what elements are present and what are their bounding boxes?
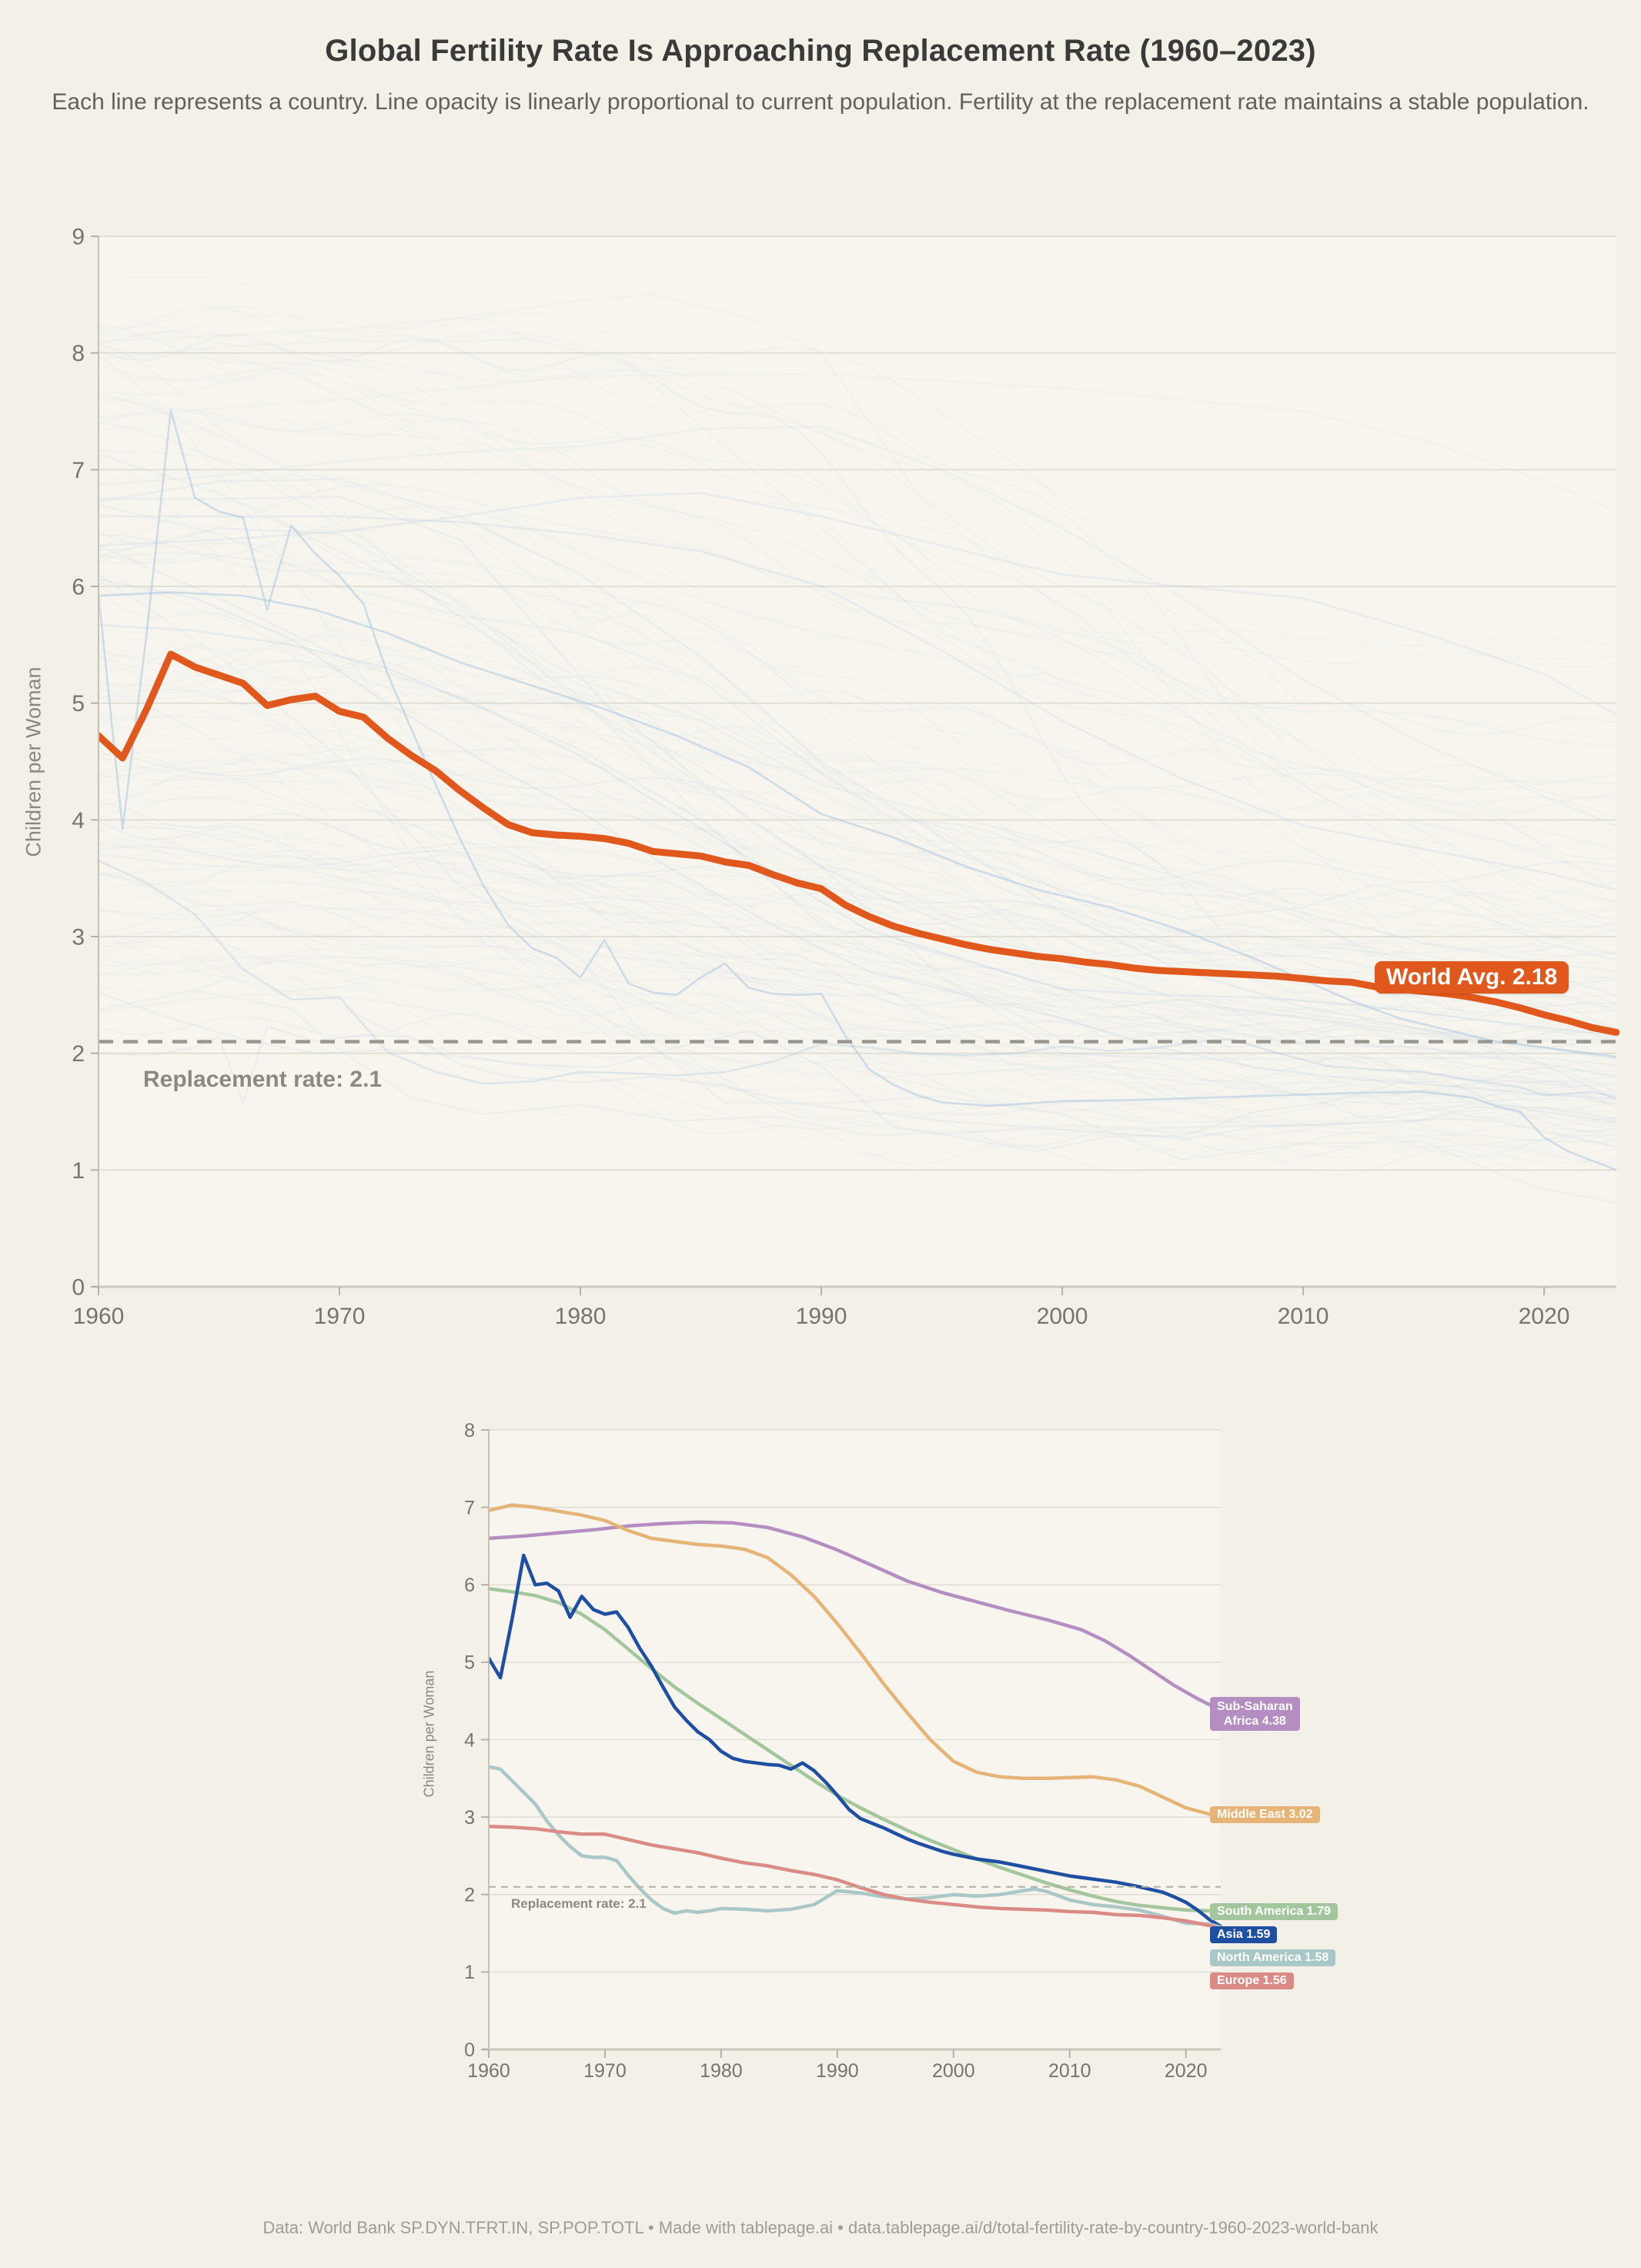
x-tick-label: 1990 xyxy=(816,2060,859,2082)
world-average-line xyxy=(99,650,1619,1036)
plot-area xyxy=(99,236,1616,1287)
y-tick-label: 0 xyxy=(464,2039,475,2061)
x-tick-label: 2010 xyxy=(1278,1304,1329,1329)
region-badge-south-america: South America 1.79 xyxy=(1210,1903,1338,1920)
y-tick-label: 0 xyxy=(72,1275,85,1301)
country-line-south-korea xyxy=(99,573,1617,1204)
country-line-pakistan xyxy=(99,515,1617,891)
region-badge-line2: Africa 4.38 xyxy=(1223,1715,1286,1729)
region-badge-middle-east: Middle East 3.02 xyxy=(1210,1806,1320,1823)
world-average-badge: World Avg. 2.18 xyxy=(1375,961,1569,994)
regions-replacement-rate-label: Replacement rate: 2.1 xyxy=(511,1896,647,1911)
country-line-india xyxy=(99,591,1617,1058)
axis-ticks: 0 1 2 3 4 5 6 7 8 9 1960 1970 1980 1990 2000 2010 2020 xyxy=(72,225,1569,1330)
country-line-egypt xyxy=(99,503,1617,961)
x-tick-label: 2010 xyxy=(1048,2060,1091,2082)
y-tick-label: 7 xyxy=(464,1497,475,1518)
x-tick-label: 1970 xyxy=(583,2060,627,2082)
country-line-nigeria xyxy=(99,492,1617,716)
country-line-brazil xyxy=(99,578,1617,1101)
y-tick-label: 1 xyxy=(72,1158,85,1184)
y-tick-label: 3 xyxy=(72,925,85,950)
region-line-asia xyxy=(489,1553,1223,1929)
y-tick-label: 2 xyxy=(464,1885,475,1906)
x-tick-label: 2000 xyxy=(1037,1304,1088,1329)
country-line-china xyxy=(99,409,1617,1171)
chart-world-countries: 0 1 2 3 4 5 6 7 8 9 1960 1970 1980 1990 2000 2010 2020 xyxy=(72,225,1619,1330)
country-line-ethiopia xyxy=(99,425,1617,827)
y-tick-label: 6 xyxy=(72,575,85,600)
gridlines xyxy=(99,235,1616,1171)
region-badge-sub-saharan-africa: Sub-Saharan Africa 4.38 xyxy=(1210,1697,1300,1732)
country-line-turkey xyxy=(99,544,1617,1101)
region-badge-europe: Europe 1.56 xyxy=(1210,1972,1294,1989)
axis-ticks: 0 1 2 3 4 5 6 7 8 1960 1970 1980 1990 2000 2010 2020 xyxy=(464,1420,1207,2082)
country-line-rwanda xyxy=(99,293,1617,850)
region-badge-line1: Sub-Saharan xyxy=(1217,1700,1293,1713)
region-line-europe xyxy=(489,1824,1223,1931)
y-tick-label: 8 xyxy=(464,1420,475,1441)
y-tick-label: 5 xyxy=(464,1652,475,1674)
country-line-bangladesh xyxy=(99,478,1617,1061)
x-tick-label: 1980 xyxy=(700,2060,743,2082)
country-line-niger xyxy=(99,372,1617,512)
chart-regions: 0 1 2 3 4 5 6 7 8 1960 1970 1980 1990 2000 2010 2020 xyxy=(464,1420,1223,2082)
data-lines xyxy=(489,1503,1223,1931)
x-tick-label: 2020 xyxy=(1519,1304,1570,1329)
footer-attribution: Data: World Bank SP.DYN.TFRT.IN, SP.POP.… xyxy=(262,2218,1379,2237)
country-line-united-states xyxy=(99,860,1617,1099)
x-tick-label: 2000 xyxy=(932,2060,975,2082)
region-line-south-america xyxy=(489,1587,1223,1913)
y-tick-label: 6 xyxy=(464,1575,475,1596)
page-title: Global Fertility Rate Is Approaching Rep… xyxy=(325,34,1316,68)
x-tick-label: 1990 xyxy=(796,1304,847,1329)
country-line-philippines xyxy=(99,453,1617,973)
country-line-mexico xyxy=(99,495,1617,1078)
region-badge-north-america: North America 1.58 xyxy=(1210,1949,1336,1966)
y-tick-label: 5 xyxy=(72,691,85,716)
main-replacement-rate-label: Replacement rate: 2.1 xyxy=(143,1067,383,1092)
main-y-axis-title: Children per Woman xyxy=(22,666,45,857)
country-line-russia xyxy=(99,991,1617,1153)
country-line-germany xyxy=(99,989,1617,1137)
y-tick-label: 1 xyxy=(464,1962,475,1983)
named-country-lines xyxy=(99,293,1617,1204)
x-tick-label: 1960 xyxy=(73,1304,125,1329)
x-tick-label: 2020 xyxy=(1165,2060,1208,2082)
country-line-kenya xyxy=(99,338,1617,903)
y-tick-label: 7 xyxy=(72,458,85,483)
y-tick-label: 4 xyxy=(464,1729,475,1751)
x-tick-label: 1970 xyxy=(314,1304,366,1329)
y-tick-label: 4 xyxy=(72,808,85,833)
x-tick-label: 1980 xyxy=(555,1304,607,1329)
region-line-middle-east xyxy=(489,1503,1223,1818)
x-tick-label: 1960 xyxy=(467,2060,510,2082)
background-country-lines xyxy=(99,305,1617,1177)
page-subtitle: Each line represents a country. Line opa… xyxy=(52,89,1589,115)
y-tick-label: 2 xyxy=(72,1041,85,1067)
region-badge-asia: Asia 1.59 xyxy=(1210,1926,1278,1943)
y-tick-label: 8 xyxy=(72,341,85,366)
y-tick-label: 3 xyxy=(464,1807,475,1829)
gridlines xyxy=(489,1429,1221,1972)
data-lines xyxy=(99,293,1619,1204)
country-line-indonesia xyxy=(99,623,1617,1037)
y-tick-label: 9 xyxy=(72,225,85,250)
region-line-north-america xyxy=(489,1765,1223,1929)
regions-y-axis-title: Children per Woman xyxy=(421,1670,437,1798)
country-line-japan xyxy=(99,1025,1617,1148)
